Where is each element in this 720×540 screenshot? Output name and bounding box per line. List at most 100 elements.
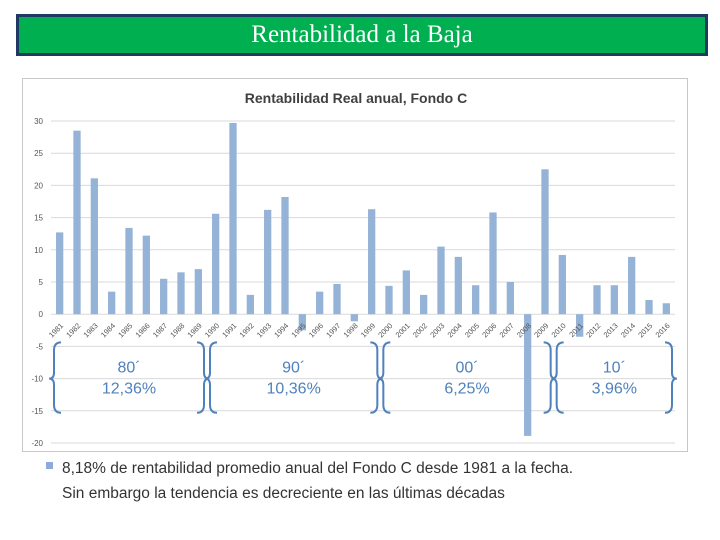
bar-2002 bbox=[420, 294, 428, 315]
bar-2005 bbox=[472, 285, 480, 315]
x-tick-label: 2001 bbox=[394, 321, 412, 339]
decade-bracket-left bbox=[205, 341, 218, 414]
bar-2016 bbox=[662, 303, 670, 315]
bar-1995 bbox=[298, 314, 306, 331]
bar-chart: Rentabilidad Real anual, Fondo C30252015… bbox=[31, 90, 677, 448]
x-tick-label: 2002 bbox=[411, 321, 429, 339]
decade-bracket-left bbox=[551, 341, 564, 414]
decade-bracket-right bbox=[664, 341, 677, 414]
bar-2014 bbox=[628, 256, 636, 315]
decade-bracket-left bbox=[378, 341, 391, 414]
y-tick-label: -20 bbox=[31, 439, 43, 448]
bar-1984 bbox=[108, 291, 116, 315]
x-tick-label: 1991 bbox=[220, 321, 238, 339]
bar-1996 bbox=[316, 291, 324, 315]
y-tick-label: -15 bbox=[31, 407, 43, 416]
decade-average: 6,25% bbox=[444, 381, 489, 398]
decade-bracket-right bbox=[196, 341, 209, 414]
decade-label: 80´ bbox=[117, 360, 140, 377]
bar-1983 bbox=[90, 178, 98, 315]
x-tick-label: 1983 bbox=[82, 321, 100, 339]
bar-2007 bbox=[506, 282, 514, 315]
x-tick-label: 1997 bbox=[324, 321, 342, 339]
bullet-marker bbox=[46, 462, 53, 469]
decade-label: 10´ bbox=[603, 360, 626, 377]
x-tick-label: 1984 bbox=[99, 321, 117, 339]
y-tick-label: 30 bbox=[34, 117, 43, 126]
bar-2010 bbox=[558, 254, 566, 315]
bar-1988 bbox=[177, 272, 185, 315]
slide-title: Rentabilidad a la Baja bbox=[251, 21, 473, 48]
y-tick-label: 15 bbox=[34, 214, 43, 223]
x-tick-label: 2013 bbox=[602, 321, 620, 339]
x-tick-label: 2010 bbox=[550, 321, 568, 339]
bar-1989 bbox=[194, 269, 202, 315]
y-tick-label: 20 bbox=[34, 181, 43, 190]
x-tick-label: 2009 bbox=[532, 321, 550, 339]
bar-1985 bbox=[125, 227, 133, 315]
chart-title: Rentabilidad Real anual, Fondo C bbox=[245, 90, 467, 106]
bar-1982 bbox=[73, 130, 81, 315]
x-tick-label: 1986 bbox=[134, 321, 152, 339]
bar-2008 bbox=[524, 314, 532, 436]
bar-2015 bbox=[645, 300, 653, 315]
footer-note: 8,18% de rentabilidad promedio anual del… bbox=[46, 456, 702, 506]
decade-label: 90´ bbox=[282, 360, 305, 377]
bar-1994 bbox=[281, 196, 289, 315]
x-tick-label: 1982 bbox=[64, 321, 82, 339]
y-tick-label: 5 bbox=[39, 278, 44, 287]
chart-frame: Rentabilidad Real anual, Fondo C 30 25 20 15… bbox=[22, 78, 688, 452]
x-tick-label: 1990 bbox=[203, 321, 221, 339]
bar-2003 bbox=[437, 246, 445, 315]
x-tick-label: 1989 bbox=[186, 321, 204, 339]
bar-2009 bbox=[541, 169, 549, 315]
x-tick-label: 1981 bbox=[47, 321, 65, 339]
bar-1997 bbox=[333, 283, 341, 315]
decade-bracket-right bbox=[370, 341, 383, 414]
bar-1986 bbox=[142, 235, 150, 315]
x-tick-label: 2016 bbox=[654, 321, 672, 339]
bar-2012 bbox=[593, 285, 601, 315]
x-tick-label: 2000 bbox=[376, 321, 394, 339]
bar-2000 bbox=[385, 285, 393, 315]
x-tick-label: 1985 bbox=[116, 321, 134, 339]
bar-1993 bbox=[264, 209, 272, 315]
x-tick-label: 1992 bbox=[238, 321, 256, 339]
x-tick-label: 2005 bbox=[463, 321, 481, 339]
footer-line-1: 8,18% de rentabilidad promedio anual del… bbox=[62, 460, 574, 477]
slide-title-bar: Rentabilidad a la Baja bbox=[16, 14, 708, 56]
x-tick-label: 1988 bbox=[168, 321, 186, 339]
bar-1990 bbox=[212, 213, 220, 315]
bar-1992 bbox=[246, 294, 254, 315]
y-tick-label: 25 bbox=[34, 149, 43, 158]
bar-2006 bbox=[489, 212, 497, 315]
y-tick-label: 0 bbox=[39, 310, 44, 319]
y-tick-label: -5 bbox=[36, 342, 44, 351]
y-tick-label: 10 bbox=[34, 246, 43, 255]
bar-1981 bbox=[56, 232, 64, 315]
decade-label: 00´ bbox=[455, 360, 478, 377]
x-tick-label: 2003 bbox=[428, 321, 446, 339]
x-tick-label: 2014 bbox=[619, 321, 637, 339]
bar-1998 bbox=[350, 314, 358, 322]
decade-average: 12,36% bbox=[102, 381, 156, 398]
bar-2011 bbox=[576, 314, 584, 337]
x-tick-label: 1996 bbox=[307, 321, 325, 339]
bar-2001 bbox=[402, 270, 410, 315]
decade-average: 10,36% bbox=[267, 381, 321, 398]
bar-1987 bbox=[160, 278, 168, 315]
bar-1991 bbox=[229, 122, 237, 315]
decade-average: 3,96% bbox=[592, 381, 637, 398]
x-tick-label: 1987 bbox=[151, 321, 169, 339]
bar-1999 bbox=[368, 209, 376, 315]
x-tick-label: 1994 bbox=[272, 321, 290, 339]
bar-2004 bbox=[454, 256, 462, 315]
x-tick-label: 2015 bbox=[636, 321, 654, 339]
x-tick-label: 2012 bbox=[584, 321, 602, 339]
x-tick-label: 1998 bbox=[342, 321, 360, 339]
x-tick-label: 1999 bbox=[359, 321, 377, 339]
footer-line-2: Sin embargo la tendencia es decreciente … bbox=[62, 485, 505, 502]
y-tick-label: -10 bbox=[31, 375, 43, 384]
x-tick-label: 2007 bbox=[498, 321, 516, 339]
x-tick-label: 1993 bbox=[255, 321, 273, 339]
